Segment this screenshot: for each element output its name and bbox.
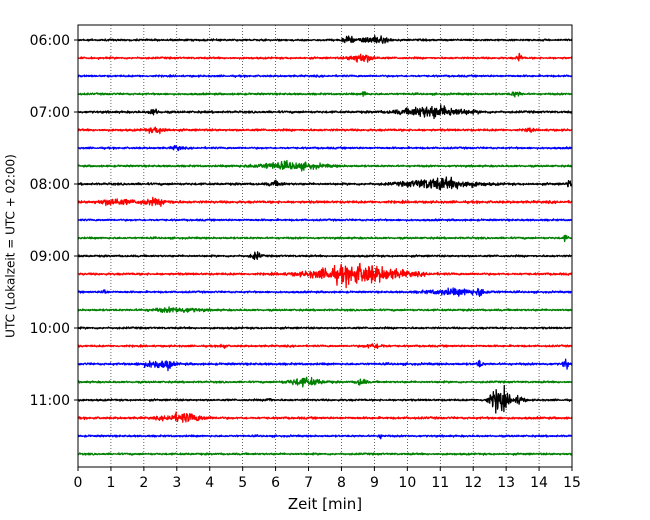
x-axis-title: Zeit [min] <box>288 495 362 513</box>
trace-1145 <box>77 452 573 456</box>
x-tick-label: 3 <box>172 475 181 491</box>
x-tick-label: 11 <box>431 475 449 491</box>
x-tick-label: 2 <box>139 475 148 491</box>
x-tick-label: 0 <box>74 475 83 491</box>
x-tick-label: 1 <box>106 475 115 491</box>
x-tick-label: 12 <box>464 475 482 491</box>
y-tick-label: 09:00 <box>30 249 70 265</box>
plot-area <box>77 24 573 468</box>
trace-1015 <box>77 343 573 349</box>
x-tick-label: 7 <box>304 475 313 491</box>
trace-0715 <box>77 126 573 135</box>
x-tick-label: 8 <box>337 475 346 491</box>
x-tick-label: 15 <box>563 475 581 491</box>
x-tick-label: 10 <box>398 475 416 491</box>
trace-1000 <box>77 326 573 330</box>
x-tick-label: 5 <box>238 475 247 491</box>
x-tick-label: 9 <box>370 475 379 491</box>
seismic-traces <box>77 35 573 456</box>
trace-0815 <box>77 196 573 207</box>
trace-0845 <box>77 234 573 243</box>
trace-0930 <box>77 287 573 297</box>
y-tick-label: 07:00 <box>30 105 70 121</box>
x-axis: 0 1 2 3 4 5 6 7 8 9 10 11 12 13 14 15 <box>74 467 581 491</box>
trace-0800 <box>77 176 573 191</box>
trace-0900 <box>77 251 573 261</box>
trace-1045 <box>77 376 573 388</box>
trace-0700 <box>77 104 573 120</box>
y-axis-title: UTC (Lokalzeit = UTC + 02:00) <box>4 154 18 338</box>
trace-0600 <box>77 35 573 44</box>
x-tick-label: 14 <box>530 475 548 491</box>
trace-0945 <box>77 306 573 314</box>
plot-background <box>78 25 572 467</box>
trace-0645 <box>77 91 573 98</box>
x-tick-label: 13 <box>497 475 515 491</box>
y-tick-label: 08:00 <box>30 177 70 193</box>
trace-0730 <box>77 144 573 152</box>
y-tick-label: 06:00 <box>30 33 70 49</box>
trace-0915 <box>77 262 573 289</box>
trace-1115 <box>77 411 573 423</box>
y-tick-label: 11:00 <box>30 393 70 409</box>
plot-frame <box>77 24 573 468</box>
y-tick-label: 10:00 <box>30 321 70 337</box>
trace-0745 <box>77 159 573 172</box>
trace-1130 <box>77 434 573 440</box>
x-tick-label: 4 <box>205 475 214 491</box>
y-axis: 06:00 07:00 08:00 09:00 10:00 11:00 <box>30 33 78 409</box>
trace-1030 <box>77 358 573 372</box>
trace-0830 <box>77 218 573 222</box>
trace-0615 <box>77 52 573 63</box>
x-tick-label: 6 <box>271 475 280 491</box>
trace-0630 <box>77 74 573 78</box>
trace-1100 <box>77 384 573 414</box>
